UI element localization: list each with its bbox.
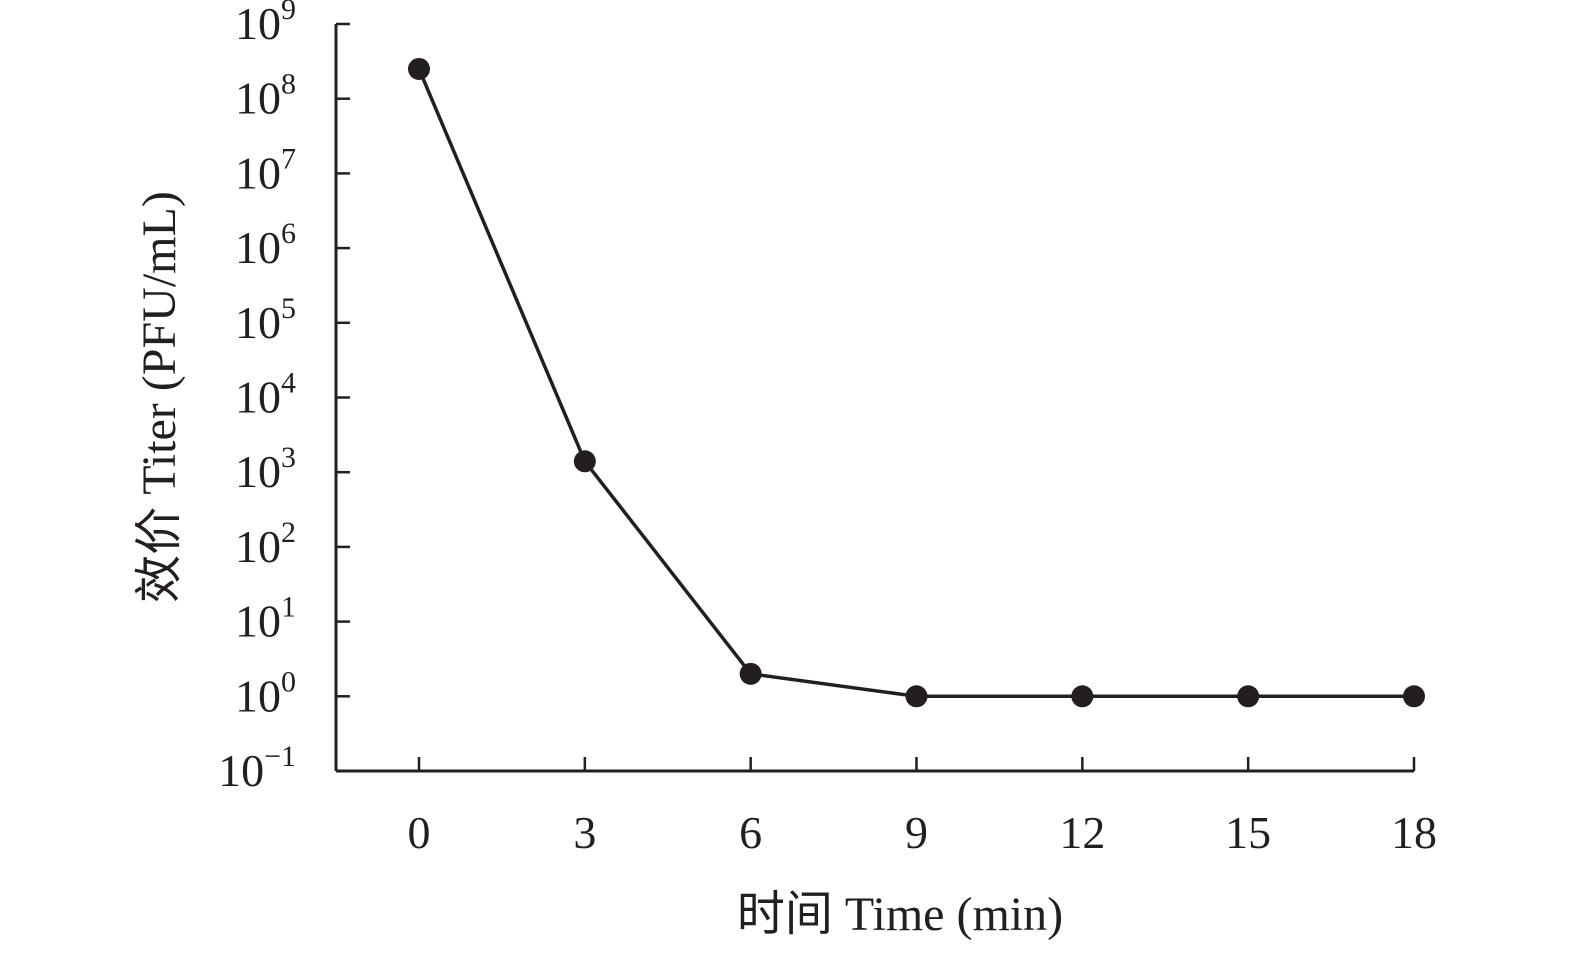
x-axis: 0 3 6 9 12 15 18	[336, 757, 1437, 858]
y-tick-label: 101	[235, 591, 296, 647]
y-tick-label: 103	[235, 441, 296, 497]
x-tick-label: 12	[1059, 807, 1105, 858]
data-point	[1237, 685, 1260, 708]
x-tick-label: 18	[1391, 807, 1437, 858]
y-tick-label: 108	[235, 68, 296, 124]
x-tick-label: 0	[408, 807, 431, 858]
data-point	[1403, 685, 1425, 708]
y-axis: 109 108 107 106 105 104 103 102 101 100 10−1	[218, 0, 350, 796]
y-tick-label: 105	[235, 292, 296, 348]
series-line	[417, 68, 1414, 699]
y-tick-label: 10−1	[218, 740, 296, 796]
x-tick-label: 3	[573, 807, 596, 858]
data-point	[408, 57, 430, 80]
y-tick-label: 107	[235, 142, 296, 198]
x-tick-label: 6	[739, 807, 762, 858]
x-tick-label: 9	[905, 807, 928, 858]
x-ticks	[417, 757, 1416, 771]
data-point	[1071, 685, 1094, 708]
y-ticks	[336, 22, 350, 773]
y-tick-labels: 109 108 107 106 105 104 103 102 101 100 10−1	[218, 0, 296, 796]
series	[408, 57, 1425, 708]
y-tick-label: 106	[235, 217, 296, 273]
x-tick-labels: 0 3 6 9 12 15 18	[408, 807, 1438, 858]
x-tick-label: 15	[1225, 807, 1271, 858]
x-axis-title: 时间 Time (min)	[737, 888, 1063, 941]
data-point	[905, 685, 928, 708]
y-tick-label: 102	[235, 516, 296, 572]
y-tick-label: 104	[235, 367, 296, 423]
y-tick-label: 109	[235, 0, 296, 49]
y-tick-label: 100	[235, 665, 296, 721]
y-axis-title: 效价 Titer (PFU/mL)	[133, 191, 186, 603]
data-point	[739, 662, 762, 685]
data-point	[573, 450, 596, 473]
